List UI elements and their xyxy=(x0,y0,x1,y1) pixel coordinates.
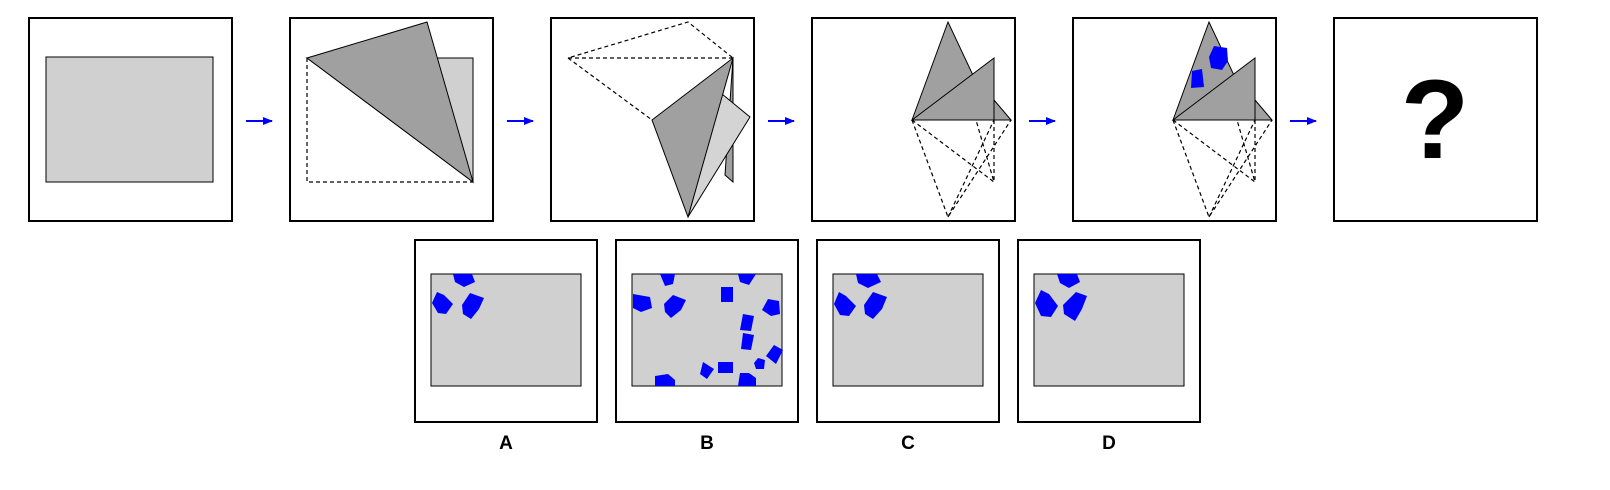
option-b[interactable]: B xyxy=(615,239,799,454)
hole xyxy=(766,345,783,364)
hole xyxy=(721,287,733,302)
folded-flap-front xyxy=(1171,56,1256,121)
step-3-panel xyxy=(550,17,755,222)
hole xyxy=(718,362,733,373)
hole xyxy=(740,314,754,331)
step-5-panel xyxy=(1072,17,1277,222)
fold-outline-dashed xyxy=(1172,119,1273,219)
option-d[interactable]: D xyxy=(1017,239,1201,454)
hole xyxy=(1063,292,1087,321)
paper-sheet xyxy=(45,56,214,183)
folded-flap xyxy=(305,21,474,184)
hole xyxy=(633,294,652,312)
hole xyxy=(741,333,754,350)
panel-frame xyxy=(1333,17,1538,222)
paper-sheet xyxy=(832,273,984,387)
hole xyxy=(762,299,780,316)
fold-outline-dashed xyxy=(567,21,734,59)
fold-outline-dashed xyxy=(306,58,473,183)
hole xyxy=(655,374,675,386)
question-panel: ? xyxy=(1333,17,1538,222)
hole xyxy=(432,292,453,314)
step-2-panel xyxy=(289,17,494,222)
hole xyxy=(700,362,714,379)
paper-sheet xyxy=(430,273,582,387)
hole xyxy=(754,358,765,369)
punched-hole xyxy=(1209,46,1228,70)
folded-flap-front xyxy=(910,56,995,121)
punched-hole xyxy=(1191,69,1204,88)
option-a[interactable]: A xyxy=(414,239,598,454)
hole xyxy=(660,274,675,286)
hole xyxy=(834,292,856,316)
option-label: C xyxy=(901,433,915,454)
hole xyxy=(856,274,881,288)
option-label: B xyxy=(700,433,714,454)
hole xyxy=(1035,290,1058,317)
hole xyxy=(664,295,686,318)
question-mark: ? xyxy=(1401,57,1469,182)
option-c[interactable]: C xyxy=(816,239,1000,454)
hole xyxy=(462,293,484,319)
fold-outline-dashed xyxy=(567,57,653,121)
hole xyxy=(864,292,887,319)
step-4-panel xyxy=(811,17,1016,222)
option-label: D xyxy=(1102,433,1116,454)
hole xyxy=(738,373,756,386)
folded-flap xyxy=(651,56,734,219)
fold-outline-dashed xyxy=(911,119,1012,219)
option-label: A xyxy=(499,433,513,454)
hole xyxy=(453,274,475,287)
hole xyxy=(738,274,756,285)
paper-sheet xyxy=(1033,273,1185,387)
hole xyxy=(1057,274,1080,288)
step-1-panel xyxy=(28,17,233,222)
